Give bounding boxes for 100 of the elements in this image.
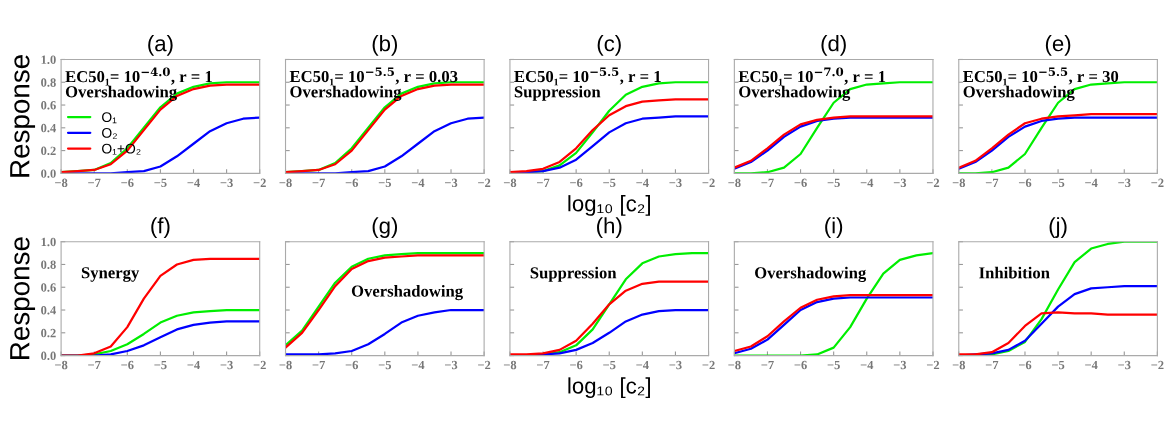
x-tick-label: −4 bbox=[860, 360, 874, 370]
y-tick-label: 0.2 bbox=[41, 146, 56, 156]
chart-title: (d) bbox=[821, 35, 846, 56]
x-tick-label: −3 bbox=[444, 360, 458, 370]
chart-title: (g) bbox=[372, 217, 398, 238]
x-tick-label: −6 bbox=[570, 178, 583, 188]
x-tick-label: −2 bbox=[478, 360, 491, 370]
x-tick-label: −7 bbox=[312, 178, 325, 187]
x-tick-label: −5 bbox=[827, 178, 840, 188]
x-tick-label: −8 bbox=[55, 360, 68, 370]
x-tick-label: −2 bbox=[702, 178, 715, 187]
x-tick-label: −2 bbox=[926, 360, 940, 370]
y-tick-label: 1.0 bbox=[41, 237, 56, 247]
x-tick-label: −3 bbox=[669, 178, 682, 188]
x-tick-label: −3 bbox=[1118, 178, 1131, 188]
x-tick-label: −5 bbox=[378, 178, 392, 188]
y-tick-label: 0.6 bbox=[41, 101, 56, 110]
annotation: Overshadowing bbox=[755, 266, 867, 282]
x-tick-label: −3 bbox=[444, 178, 458, 188]
x-tick-label: −4 bbox=[636, 178, 649, 187]
y-tick-label: 0.8 bbox=[41, 78, 56, 87]
y-axis-title: Response bbox=[10, 237, 36, 359]
x-tick-label: −5 bbox=[827, 360, 840, 370]
x-tick-label: −8 bbox=[728, 360, 741, 370]
chart-title: (c) bbox=[597, 35, 621, 56]
x-tick-label: −2 bbox=[702, 360, 715, 370]
annotation: EC50₁= 10$^{−7.0}$, r = 1 bbox=[738, 67, 886, 86]
x-tick-label: −7 bbox=[761, 360, 774, 370]
x-tick-label: −5 bbox=[603, 178, 616, 188]
x-tick-label: −5 bbox=[154, 178, 167, 188]
y-tick-label: 0.0 bbox=[41, 169, 56, 178]
legend-label: O₁ bbox=[102, 112, 117, 124]
x-tick-label: −6 bbox=[1018, 360, 1032, 370]
x-tick-label: −5 bbox=[603, 360, 616, 370]
chart-title: (j) bbox=[1049, 217, 1067, 238]
chart-title: (i) bbox=[825, 217, 843, 238]
x-tick-label: −6 bbox=[794, 360, 807, 370]
x-tick-label: −3 bbox=[893, 178, 907, 188]
x-tick-label: −4 bbox=[187, 178, 200, 187]
x-tick-label: −6 bbox=[1018, 178, 1032, 188]
x-tick-label: −7 bbox=[761, 178, 774, 187]
x-tick-label: −5 bbox=[1052, 360, 1065, 370]
annotation: Suppression bbox=[514, 85, 601, 101]
chart-title: (a) bbox=[148, 35, 173, 56]
x-tick-label: −8 bbox=[503, 360, 517, 370]
annotation: EC50₁= 10$^{−4.0}$, r = 1 bbox=[65, 67, 212, 86]
annotation: EC50₁= 10$^{−5.5}$, r = 30 bbox=[963, 67, 1119, 86]
x-tick-label: −3 bbox=[220, 178, 233, 188]
y-tick-label: 0.4 bbox=[41, 306, 57, 315]
x-tick-label: −4 bbox=[1085, 360, 1098, 370]
y-tick-label: 0.6 bbox=[41, 283, 56, 292]
x-tick-label: −7 bbox=[88, 178, 101, 187]
x-tick-label: −8 bbox=[728, 178, 741, 188]
x-tick-label: −7 bbox=[985, 178, 999, 187]
x-tick-label: −2 bbox=[478, 178, 491, 187]
annotation: EC50₁= 10$^{−5.5}$, r = 0.03 bbox=[289, 67, 458, 86]
chart-title: (e) bbox=[1045, 35, 1071, 56]
x-tick-label: −3 bbox=[669, 360, 682, 370]
x-tick-label: −3 bbox=[220, 360, 233, 370]
x-tick-label: −8 bbox=[279, 360, 292, 370]
x-tick-label: −2 bbox=[253, 360, 266, 370]
x-tick-label: −8 bbox=[503, 178, 517, 188]
y-tick-label: 0.4 bbox=[41, 123, 57, 133]
x-tick-label: −6 bbox=[345, 178, 359, 188]
y-tick-label: 0.2 bbox=[41, 328, 56, 338]
y-tick-label: 0.0 bbox=[41, 351, 56, 361]
x-tick-label: −5 bbox=[378, 360, 392, 370]
annotation: Overshadowing bbox=[290, 85, 402, 101]
x-tick-label: −8 bbox=[952, 360, 966, 370]
x-axis-title: log₁₀ [c₂] bbox=[568, 195, 650, 216]
x-tick-label: −4 bbox=[411, 178, 425, 187]
x-tick-label: −3 bbox=[893, 360, 907, 370]
x-tick-label: −7 bbox=[88, 360, 101, 370]
x-tick-label: −7 bbox=[537, 360, 550, 370]
x-tick-label: −6 bbox=[570, 360, 583, 370]
x-tick-label: −4 bbox=[411, 360, 425, 370]
x-tick-label: −4 bbox=[187, 360, 200, 370]
x-tick-label: −7 bbox=[312, 360, 325, 370]
chart-title: (f) bbox=[151, 217, 170, 238]
y-axis-title: Response bbox=[10, 55, 36, 177]
y-tick-label: 0.8 bbox=[41, 260, 56, 269]
chart-title: (b) bbox=[372, 35, 398, 56]
x-tick-label: −5 bbox=[1052, 178, 1065, 188]
x-tick-label: −6 bbox=[121, 178, 134, 188]
x-tick-label: −8 bbox=[55, 178, 68, 188]
annotation: Synergy bbox=[81, 267, 140, 282]
x-tick-label: −6 bbox=[121, 360, 134, 370]
x-tick-label: −6 bbox=[794, 178, 807, 188]
x-tick-label: −4 bbox=[636, 360, 649, 370]
x-tick-label: −8 bbox=[279, 178, 292, 188]
y-tick-label: 1.0 bbox=[41, 55, 56, 64]
x-tick-label: −7 bbox=[537, 178, 550, 187]
x-tick-label: −2 bbox=[253, 178, 266, 187]
x-tick-label: −2 bbox=[926, 178, 940, 187]
x-tick-label: −5 bbox=[154, 360, 167, 370]
x-tick-label: −8 bbox=[952, 178, 966, 188]
annotation: Overshadowing bbox=[351, 284, 463, 301]
x-tick-label: −2 bbox=[1151, 360, 1164, 370]
chart-title: (h) bbox=[597, 217, 622, 238]
annotation: Overshadowing bbox=[65, 85, 177, 101]
